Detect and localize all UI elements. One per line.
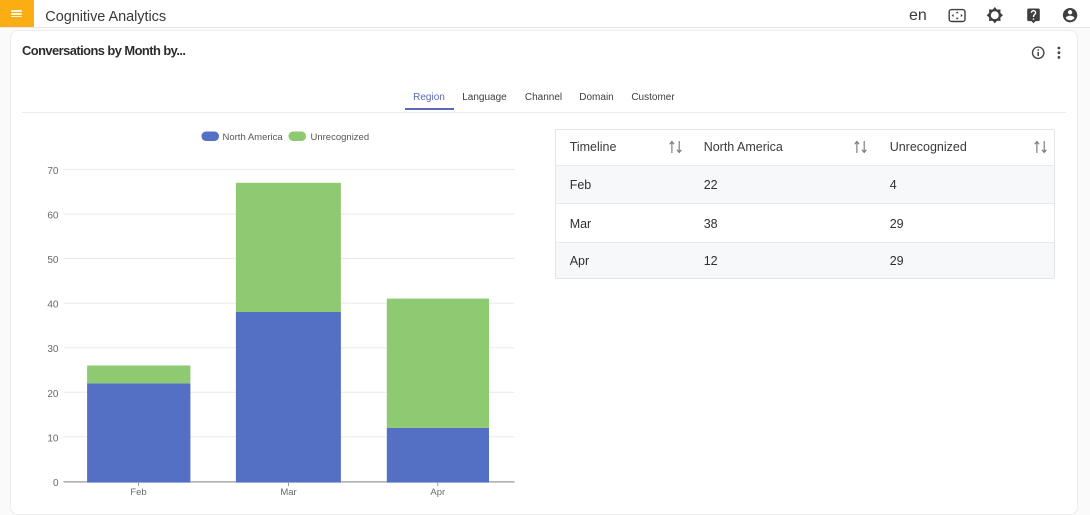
svg-text:50: 50 [47,255,59,266]
svg-text:10: 10 [47,433,59,444]
svg-text:70: 70 [47,166,59,177]
svg-text:40: 40 [47,300,59,311]
svg-text:20: 20 [47,389,59,400]
svg-text:0: 0 [53,478,59,489]
svg-text:Feb: Feb [130,487,146,498]
svg-text:Unrecognized: Unrecognized [311,132,370,143]
svg-text:30: 30 [47,344,59,355]
svg-text:60: 60 [47,211,59,222]
svg-text:North America: North America [223,132,284,143]
svg-text:Apr: Apr [430,487,445,498]
svg-text:Mar: Mar [280,487,296,498]
